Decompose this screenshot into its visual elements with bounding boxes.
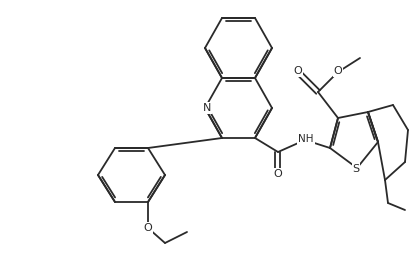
Text: S: S xyxy=(351,164,359,174)
Text: NH: NH xyxy=(297,134,313,144)
Text: O: O xyxy=(143,223,152,233)
Text: O: O xyxy=(333,66,342,76)
Text: O: O xyxy=(293,66,301,76)
Text: N: N xyxy=(202,103,211,113)
Text: O: O xyxy=(273,169,282,179)
